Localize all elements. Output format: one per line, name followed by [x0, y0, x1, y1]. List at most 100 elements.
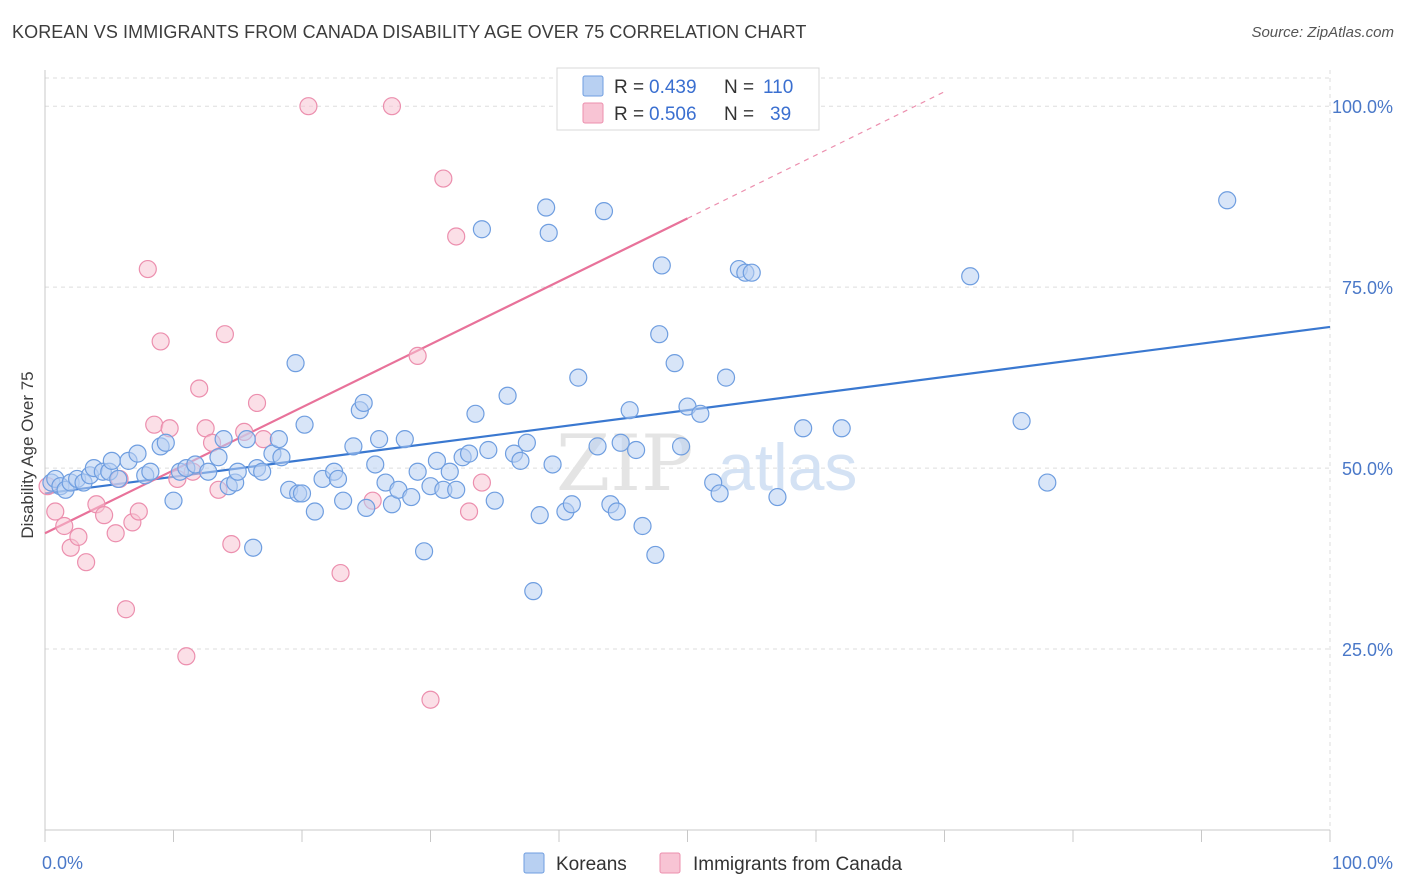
source-note: Source: ZipAtlas.com — [1251, 24, 1394, 41]
x-tick-label-0: 0.0% — [42, 853, 83, 873]
point-koreans-109 — [1218, 191, 1237, 210]
y-tick-label-3: 100.0% — [1332, 97, 1393, 117]
point-koreans-85 — [607, 502, 626, 521]
stats-legend: R = 0.439 N = 110 R = 0.506 N = 39 — [556, 67, 820, 131]
series-legend-swatch-koreans — [523, 852, 545, 874]
trendline-canada-extension — [687, 91, 945, 219]
series-legend-label-canada: Immigrants from Canada — [693, 854, 903, 875]
point-canada-8 — [106, 524, 125, 543]
legend-swatch-canada — [582, 102, 604, 124]
point-koreans-102 — [742, 263, 761, 282]
point-koreans-49 — [357, 498, 376, 518]
point-koreans-108 — [1038, 473, 1057, 492]
chart-title: KOREAN VS IMMIGRANTS FROM CANADA DISABIL… — [12, 22, 807, 42]
point-koreans-86 — [611, 433, 630, 452]
point-koreans-81 — [569, 368, 588, 387]
point-koreans-40 — [295, 415, 314, 434]
point-koreans-28 — [228, 462, 247, 481]
point-canada-10 — [116, 600, 136, 619]
point-koreans-12 — [109, 469, 128, 489]
point-canada-7 — [95, 506, 114, 525]
point-koreans-99 — [716, 368, 736, 387]
legend-swatch-koreans — [582, 75, 604, 97]
point-canada-35 — [434, 169, 453, 188]
point-koreans-55 — [395, 430, 414, 449]
series-legend-label-koreans: Koreans — [556, 854, 627, 875]
point-koreans-93 — [665, 354, 684, 373]
point-canada-20 — [190, 379, 209, 398]
point-koreans-14 — [128, 444, 147, 463]
point-canada-25 — [222, 534, 241, 554]
x-tick-label-1: 100.0% — [1332, 853, 1393, 873]
point-canada-36 — [447, 227, 466, 246]
legend-n-label-koreans: N = — [724, 77, 754, 98]
series-legend: Koreans Immigrants from Canada — [523, 852, 903, 875]
point-koreans-68 — [479, 440, 498, 460]
point-koreans-34 — [269, 430, 288, 449]
legend-r-value-canada: 0.506 — [649, 104, 697, 125]
watermark-zip: ZIP — [556, 419, 694, 509]
point-koreans-30 — [244, 538, 263, 557]
point-koreans-38 — [292, 484, 312, 503]
point-canada-32 — [382, 97, 402, 116]
point-canada-1 — [46, 502, 65, 521]
point-koreans-88 — [626, 440, 646, 460]
point-canada-13 — [138, 259, 157, 279]
point-canada-29 — [299, 97, 318, 116]
point-canada-5 — [77, 553, 96, 572]
point-koreans-72 — [511, 451, 530, 470]
point-canada-2 — [55, 516, 74, 536]
series-legend-swatch-canada — [659, 852, 681, 874]
y-tick-labels: 25.0% 50.0% 75.0% 100.0% — [1332, 97, 1393, 660]
point-koreans-67 — [472, 220, 491, 239]
watermark: ZIP atlas — [556, 419, 857, 509]
point-koreans-56 — [402, 487, 421, 507]
point-koreans-51 — [370, 430, 389, 449]
point-koreans-63 — [447, 480, 466, 499]
point-koreans-74 — [524, 582, 543, 601]
point-koreans-82 — [588, 437, 607, 456]
y-tick-label-0: 25.0% — [1342, 640, 1393, 660]
point-koreans-19 — [164, 491, 183, 510]
point-koreans-98 — [710, 484, 729, 503]
legend-n-value-canada: 39 — [770, 104, 791, 125]
point-koreans-39 — [286, 354, 305, 373]
legend-r-value-koreans: 0.439 — [649, 77, 697, 98]
point-koreans-83 — [594, 202, 614, 221]
point-koreans-29 — [237, 430, 256, 449]
point-koreans-69 — [485, 491, 504, 510]
point-koreans-107 — [1012, 411, 1031, 431]
point-koreans-78 — [543, 455, 562, 474]
point-koreans-92 — [652, 256, 671, 275]
point-koreans-73 — [517, 433, 536, 452]
axes — [44, 70, 1331, 842]
point-canada-4 — [69, 527, 88, 546]
point-koreans-65 — [459, 444, 479, 463]
point-koreans-77 — [539, 223, 558, 242]
legend-n-label-canada: N = — [724, 104, 754, 125]
point-koreans-41 — [305, 502, 324, 521]
point-canada-14 — [145, 415, 164, 434]
point-koreans-80 — [562, 495, 581, 514]
point-koreans-50 — [366, 455, 385, 474]
point-koreans-48 — [354, 393, 373, 413]
point-koreans-75 — [530, 506, 549, 525]
point-koreans-76 — [537, 198, 556, 217]
point-koreans-35 — [272, 448, 291, 467]
point-koreans-32 — [253, 462, 272, 481]
point-koreans-44 — [328, 469, 348, 489]
point-koreans-58 — [414, 542, 434, 561]
point-koreans-105 — [832, 419, 851, 438]
point-koreans-104 — [794, 419, 813, 438]
data-points — [38, 97, 1237, 709]
point-koreans-46 — [344, 437, 363, 456]
point-koreans-24 — [209, 448, 228, 467]
point-koreans-45 — [334, 491, 353, 510]
point-koreans-66 — [466, 404, 485, 423]
x-tick-labels: 0.0% 100.0% — [42, 853, 1393, 873]
point-koreans-94 — [671, 437, 691, 456]
point-koreans-18 — [156, 433, 175, 452]
point-koreans-60 — [427, 451, 447, 470]
point-canada-37 — [459, 502, 479, 521]
